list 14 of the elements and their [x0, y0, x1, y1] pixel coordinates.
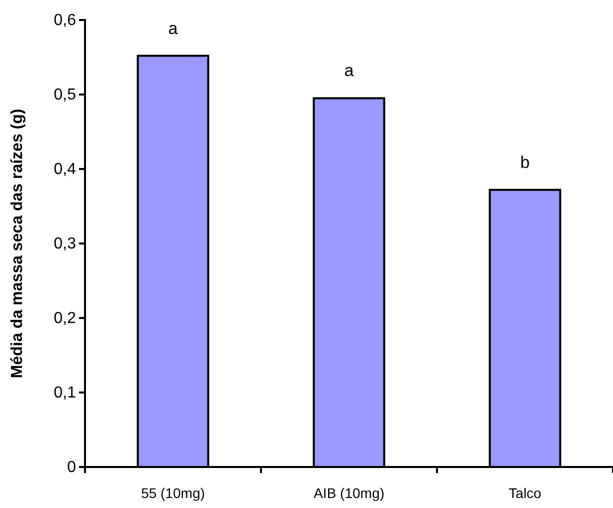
annotation: a — [344, 61, 354, 80]
x-tick-label: AIB (10mg) — [314, 485, 384, 501]
y-tick-label: 0,6 — [54, 12, 76, 30]
x-tick-label: 55 (10mg) — [141, 485, 205, 501]
y-axis-title: Média da massa seca das raízes (g) — [9, 108, 26, 378]
annotation: b — [520, 152, 530, 172]
y-tick-label: 0,1 — [54, 384, 76, 402]
annotation: a — [168, 18, 178, 38]
y-tick-label: 0,2 — [54, 310, 76, 328]
y-tick-label: 0,4 — [54, 161, 76, 178]
y-tick-label: 0 — [67, 459, 76, 476]
y-tick-label: 0,5 — [54, 86, 76, 104]
x-tick-label: Talco — [508, 485, 542, 501]
y-tick-label: 0,3 — [54, 236, 76, 253]
